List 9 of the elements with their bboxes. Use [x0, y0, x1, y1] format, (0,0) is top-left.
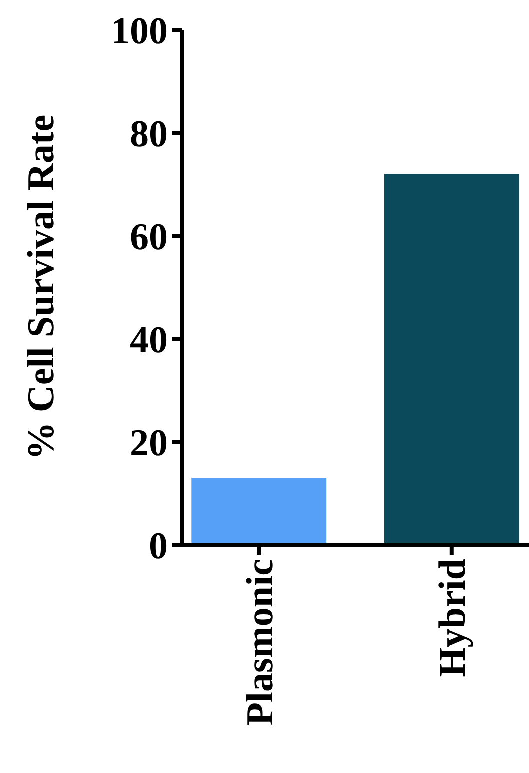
x-tick-label: Plasmonic	[239, 559, 282, 726]
y-axis-title: % Cell Survival Rate	[20, 114, 62, 460]
y-tick-label: 0	[149, 525, 168, 568]
x-tick-label: Hybrid	[432, 559, 474, 678]
y-tick-label: 20	[130, 422, 168, 464]
y-tick-label: 40	[130, 319, 168, 362]
y-tick-label: 80	[130, 113, 168, 156]
y-tick-label: 100	[111, 10, 168, 52]
y-tick-label: 60	[130, 216, 168, 258]
